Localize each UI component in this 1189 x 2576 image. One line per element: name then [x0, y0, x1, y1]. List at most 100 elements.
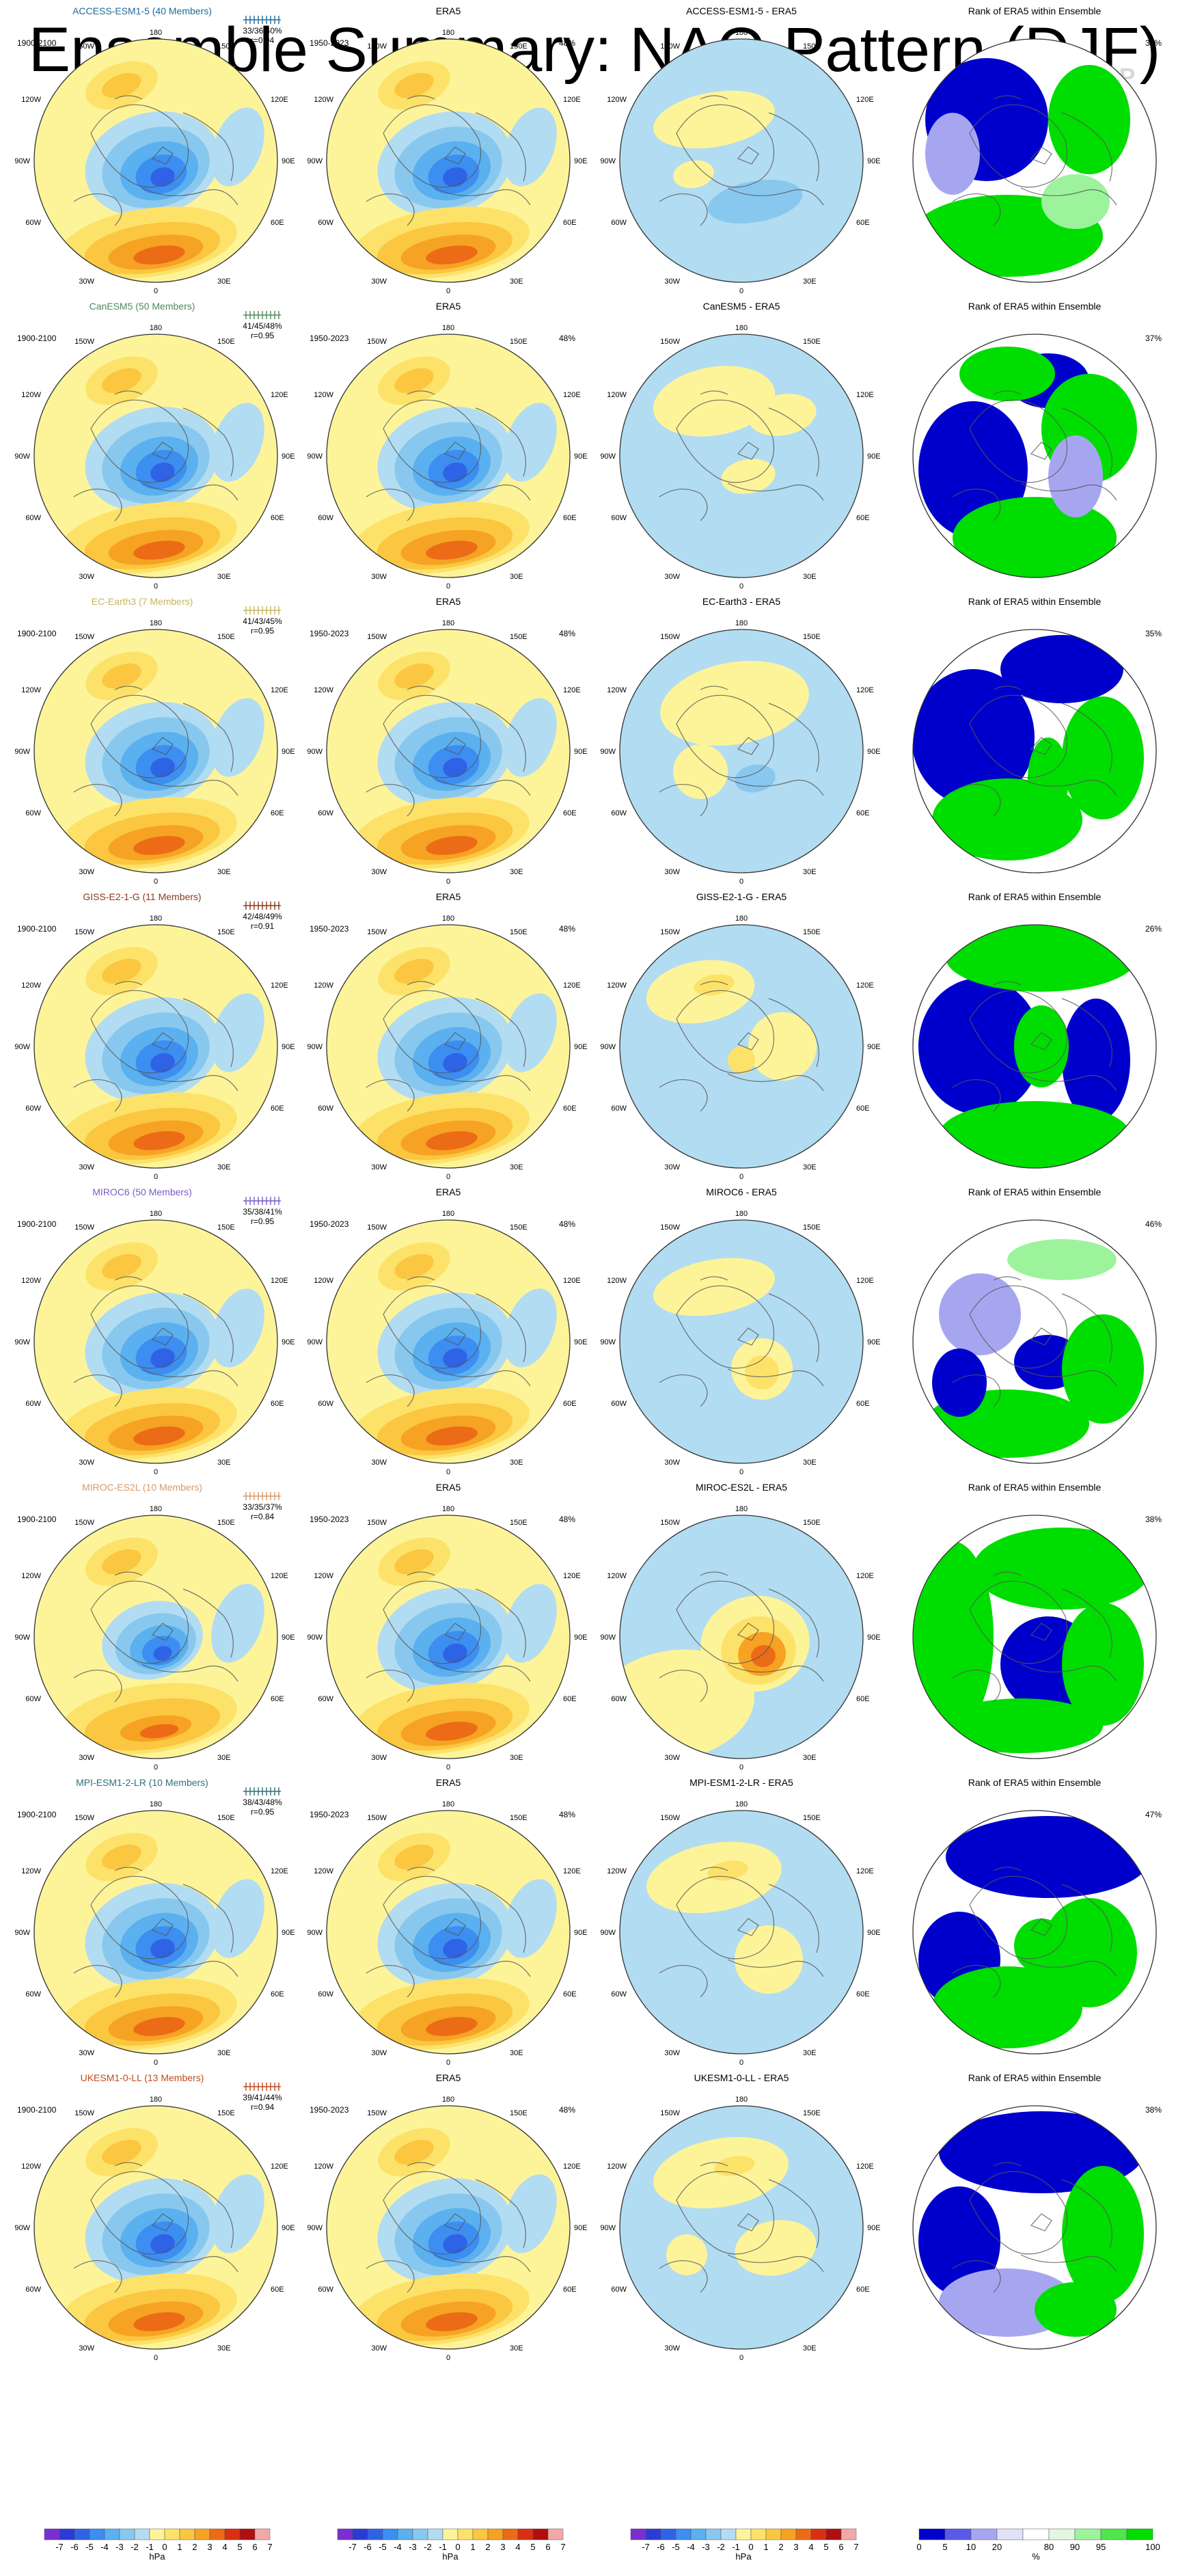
- colorbar-tick: -5: [85, 2542, 94, 2552]
- lon-label-30w: 30W: [79, 1163, 94, 1171]
- lon-label-90e: 90E: [867, 452, 881, 461]
- lon-label-180: 180: [150, 1210, 162, 1218]
- lon-label-30w: 30W: [664, 1163, 680, 1171]
- model-title: EC-Earth3 (7 Members): [92, 596, 193, 607]
- model-nao-map-7: 180 0 90W 90E 120W 120E 60W 60E 150W 150E 30W 30E: [14, 2096, 295, 2362]
- rank-map-4: [912, 1219, 1157, 1464]
- model-period: 1900-2100: [17, 1810, 57, 1819]
- model-pct-range: 41/45/48%: [243, 321, 282, 331]
- lon-label-150e: 150E: [217, 1519, 235, 1527]
- colorbar-tick: -1: [439, 2542, 447, 2552]
- lon-label-30e: 30E: [217, 277, 231, 286]
- model-title: MPI-ESM1-2-LR (10 Members): [76, 1777, 208, 1788]
- lon-label-120e: 120E: [856, 96, 874, 104]
- lon-label-60w: 60W: [318, 219, 333, 227]
- lon-label-120e: 120E: [271, 391, 288, 399]
- colorbar-tick: 3: [793, 2542, 798, 2552]
- lon-label-150e: 150E: [217, 633, 235, 641]
- lon-label-120e: 120E: [856, 686, 874, 694]
- model-period: 1900-2100: [17, 1219, 57, 1229]
- lon-label-60e: 60E: [271, 1400, 284, 1408]
- lon-label-180: 180: [150, 1505, 162, 1513]
- lon-label-0: 0: [446, 1763, 450, 1772]
- lon-label-60w: 60W: [318, 2286, 333, 2294]
- lon-label-90w: 90W: [307, 2224, 323, 2232]
- model-pct-range: 41/43/45%: [243, 616, 282, 626]
- lon-label-30w: 30W: [664, 277, 680, 286]
- model-pattern-correlation: r=0.95: [251, 626, 275, 636]
- model-period: 1900-2100: [17, 334, 57, 343]
- lon-label-180: 180: [442, 1800, 454, 1808]
- rank-pct: 37%: [1145, 334, 1162, 343]
- lon-label-90w: 90W: [307, 748, 323, 756]
- lon-label-90w: 90W: [14, 157, 30, 165]
- era5-nao-map-2: 180 0 90W 90E 120W 120E 60W 60E 150W 150E 30W 30E: [307, 619, 587, 886]
- era5-period: 1950-2023: [310, 1515, 349, 1524]
- lon-label-120w: 120W: [21, 981, 41, 990]
- model-pattern-correlation: r=0.84: [251, 1512, 275, 1521]
- model-nao-map-1: 180 0 90W 90E 120W 120E 60W 60E 150W 150E 30W 30E: [14, 324, 295, 591]
- colorbar-tick: -6: [70, 2542, 79, 2552]
- diff-title: EC-Earth3 - ERA5: [702, 596, 781, 607]
- rank-panel-0: Rank of ERA5 within Ensemble 38%: [968, 5, 1162, 48]
- lon-label-120e: 120E: [271, 1572, 288, 1580]
- diff-panel-5: MIROC-ES2L - ERA5: [696, 1482, 787, 1493]
- lon-label-150w: 150W: [660, 1814, 680, 1822]
- lon-label-60e: 60E: [563, 219, 577, 227]
- rank-title: Rank of ERA5 within Ensemble: [968, 5, 1102, 16]
- hpa-colorbar-1: -7 -6 -5 -4 -3 -2 -1 0 1 2 3 4 5 6 7 hPa: [337, 2528, 566, 2562]
- diff-map-0: 180 0 90W 90E 120W 120E 60W 60E 150W 150E 30W 30E: [600, 29, 880, 295]
- rank-map-1: [912, 334, 1157, 578]
- model-nao-map-4: 180 0 90W 90E 120W 120E 60W 60E 150W 150E 30W 30E: [14, 1210, 295, 1476]
- lon-label-120e: 120E: [856, 1572, 874, 1580]
- colorbar-units: hPa: [442, 2551, 459, 2562]
- era5-variance-pct: 48%: [559, 924, 575, 934]
- lon-label-30e: 30E: [803, 573, 817, 581]
- rank-panel-5: Rank of ERA5 within Ensemble 38%: [968, 1482, 1162, 1524]
- lon-label-90e: 90E: [282, 1633, 295, 1642]
- rank-colorbar-tick: 20: [992, 2542, 1002, 2552]
- rank-panel-3: Rank of ERA5 within Ensemble 26%: [968, 891, 1162, 934]
- model-title: MIROC6 (50 Members): [92, 1187, 191, 1197]
- lon-label-60w: 60W: [318, 809, 333, 817]
- lon-label-60e: 60E: [563, 1695, 577, 1703]
- lon-label-30e: 30E: [217, 1459, 231, 1467]
- lon-label-60w: 60W: [611, 1400, 627, 1408]
- lon-label-30w: 30W: [371, 1163, 387, 1171]
- model-title: UKESM1-0-LL (13 Members): [81, 2072, 204, 2083]
- model-title: GISS-E2-1-G (11 Members): [83, 891, 201, 902]
- lon-label-90w: 90W: [307, 157, 323, 165]
- lon-label-60e: 60E: [856, 2286, 870, 2294]
- lon-label-90e: 90E: [282, 157, 295, 165]
- lon-label-30e: 30E: [217, 2049, 231, 2057]
- lon-label-60e: 60E: [563, 1104, 577, 1113]
- colorbar-units: hPa: [735, 2551, 752, 2562]
- colorbar-tick: 1: [763, 2542, 768, 2552]
- lon-label-30e: 30E: [217, 1163, 231, 1171]
- lon-label-60e: 60E: [563, 1990, 577, 1998]
- lon-label-150e: 150E: [803, 1223, 821, 1232]
- model-panel-3: GISS-E2-1-G (11 Members) 1900-2100 42/48/4…: [17, 891, 282, 934]
- lon-label-0: 0: [739, 582, 743, 591]
- diff-title: MPI-ESM1-2-LR - ERA5: [689, 1777, 793, 1788]
- colorbar-tick: 5: [237, 2542, 242, 2552]
- lon-label-150w: 150W: [367, 1519, 387, 1527]
- colorbar-tick: -3: [115, 2542, 124, 2552]
- rank-pct: 35%: [1145, 629, 1162, 638]
- lon-label-60w: 60W: [25, 514, 41, 522]
- rank-colorbar-units: %: [1032, 2551, 1040, 2562]
- colorbar-tick: 7: [853, 2542, 858, 2552]
- colorbar-tick: 1: [470, 2542, 475, 2552]
- lon-label-90e: 90E: [867, 2224, 881, 2232]
- colorbar-tick: 2: [192, 2542, 197, 2552]
- lon-label-30e: 30E: [803, 2049, 817, 2057]
- lon-label-180: 180: [735, 2096, 748, 2104]
- lon-label-120e: 120E: [563, 96, 581, 104]
- era5-nao-map-7: 180 0 90W 90E 120W 120E 60W 60E 150W 150E 30W 30E: [307, 2096, 587, 2362]
- era5-variance-pct: 48%: [559, 334, 575, 343]
- lon-label-60w: 60W: [318, 1990, 333, 1998]
- lon-label-90e: 90E: [867, 1633, 881, 1642]
- model-period: 1900-2100: [17, 629, 57, 638]
- lon-label-180: 180: [150, 914, 162, 923]
- lon-label-0: 0: [446, 2059, 450, 2067]
